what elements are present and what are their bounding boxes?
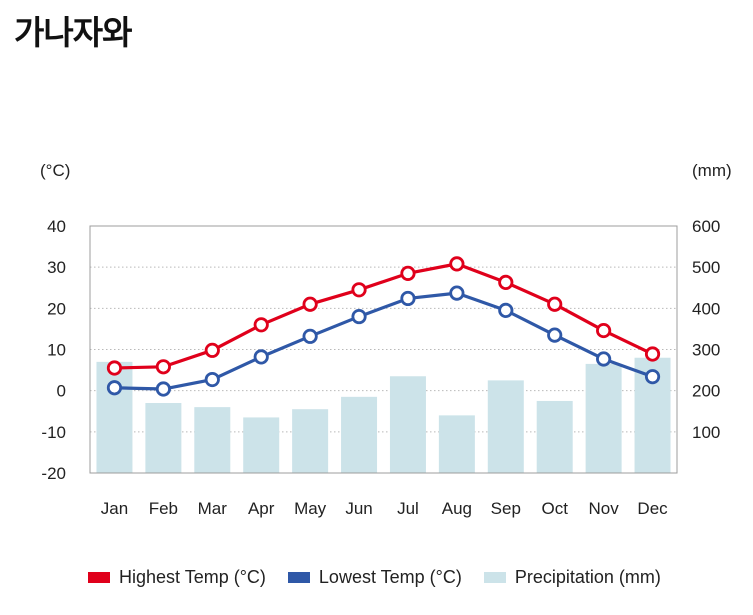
- precipitation-bar: [243, 417, 280, 473]
- data-point-highest: [204, 342, 220, 358]
- precipitation-bar: [145, 403, 182, 473]
- data-point-highest: [498, 274, 514, 290]
- y-right-tick-label: 200: [692, 382, 720, 401]
- legend-swatch-highest: [88, 572, 110, 583]
- y-left-tick-label: 10: [47, 341, 66, 360]
- y-left-tick-label: 40: [47, 217, 66, 236]
- series-line-highest: [114, 262, 654, 370]
- precipitation-bar: [585, 363, 622, 473]
- data-point-lowest: [498, 302, 514, 318]
- data-point-lowest: [155, 381, 171, 397]
- x-tick-label: Apr: [248, 499, 275, 518]
- precipitation-bar: [341, 396, 378, 473]
- y-right-tick-label: 400: [692, 299, 720, 318]
- legend-swatch-lowest: [287, 572, 310, 583]
- data-point-lowest: [253, 349, 269, 365]
- data-point-lowest: [449, 285, 465, 301]
- data-point-lowest: [302, 328, 318, 344]
- legend-item-highest: Highest Temp (°C): [88, 567, 266, 588]
- y-left-tick-label: 0: [57, 382, 66, 401]
- data-point-highest: [547, 296, 563, 312]
- x-tick-label: Jan: [101, 499, 128, 518]
- data-point-lowest: [644, 369, 661, 385]
- legend-label-highest: Highest Temp (°C): [119, 567, 266, 587]
- x-tick-label: Nov: [589, 499, 620, 518]
- legend-item-lowest: Lowest Temp (°C): [287, 567, 462, 588]
- series-line-lowest: [114, 291, 654, 391]
- precipitation-bar: [292, 409, 329, 473]
- x-tick-label: Feb: [149, 499, 178, 518]
- data-point-highest: [155, 359, 171, 375]
- y-left-tick-label: -20: [41, 464, 66, 483]
- y-right-tick-label: 300: [692, 341, 720, 360]
- data-point-lowest: [351, 308, 367, 325]
- data-point-highest: [253, 317, 269, 333]
- y-left-unit: (°C): [40, 161, 70, 180]
- chart-legend: Highest Temp (°C) Lowest Temp (°C) Preci…: [88, 567, 683, 588]
- y-left-tick-label: 30: [47, 258, 66, 277]
- y-right-tick-label: 600: [692, 217, 720, 236]
- x-tick-label: Aug: [442, 499, 472, 518]
- data-point-highest: [449, 256, 465, 272]
- legend-label-lowest: Lowest Temp (°C): [318, 567, 462, 587]
- legend-label-precipitation: Precipitation (mm): [514, 567, 661, 587]
- data-point-lowest: [204, 371, 220, 388]
- legend-swatch-precipitation: [483, 572, 506, 583]
- x-tick-label: Dec: [637, 499, 668, 518]
- precipitation-bar: [194, 407, 231, 473]
- data-point-lowest: [400, 290, 416, 307]
- data-point-lowest: [547, 327, 563, 343]
- data-point-highest: [596, 322, 612, 339]
- precipitation-bar: [96, 361, 133, 473]
- precipitation-bar: [487, 380, 524, 473]
- precipitation-bar: [389, 376, 426, 473]
- data-point-highest: [644, 346, 661, 362]
- y-left-tick-label: 20: [47, 299, 66, 318]
- data-point-highest: [106, 360, 123, 376]
- y-right-tick-label: 500: [692, 258, 720, 277]
- precipitation-bar: [438, 415, 475, 473]
- data-point-highest: [351, 282, 367, 298]
- x-tick-label: Oct: [541, 499, 568, 518]
- legend-item-precipitation: Precipitation (mm): [483, 567, 661, 588]
- y-left-tick-label: -10: [41, 423, 66, 442]
- precipitation-bar: [536, 400, 573, 473]
- data-point-lowest: [106, 380, 123, 396]
- x-tick-label: Jun: [345, 499, 372, 518]
- x-tick-label: Jul: [397, 499, 419, 518]
- plot-border: [89, 225, 678, 474]
- data-point-highest: [302, 296, 318, 312]
- y-right-unit: (mm): [692, 161, 732, 180]
- data-point-lowest: [596, 351, 612, 367]
- y-right-tick-label: 100: [692, 423, 720, 442]
- data-point-highest: [400, 265, 416, 281]
- page-title: 가나자와: [14, 13, 132, 52]
- x-tick-label: May: [294, 499, 327, 518]
- x-tick-label: Mar: [198, 499, 228, 518]
- x-tick-label: Sep: [491, 499, 521, 518]
